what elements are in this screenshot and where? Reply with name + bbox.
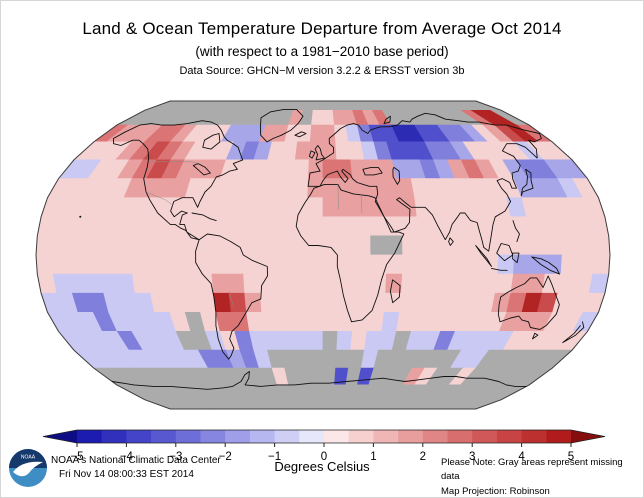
- footer-timestamp: Fri Nov 14 08:00:33 EST 2014: [59, 469, 194, 480]
- svg-text:0: 0: [321, 451, 327, 463]
- data-source-line: Data Source: GHCN−M version 3.2.2 & ERSS…: [179, 65, 465, 77]
- svg-text:4: 4: [518, 451, 525, 463]
- missing-data-note: Please Note: Gray areas represent missin…: [441, 457, 623, 483]
- svg-text:1: 1: [370, 451, 376, 463]
- anomaly-grid-cells: [35, 100, 611, 410]
- noaa-logo: NOAA: [9, 449, 47, 487]
- noaa-logo-text: NOAA: [21, 455, 36, 461]
- svg-text:5: 5: [568, 451, 574, 463]
- svg-text:−5: −5: [70, 451, 83, 463]
- svg-text:−4: −4: [120, 451, 134, 463]
- svg-text:2: 2: [420, 451, 426, 463]
- svg-text:3: 3: [469, 451, 475, 463]
- colorbar-over-arrow: [571, 430, 605, 443]
- colorbar: [42, 429, 606, 444]
- svg-text:−2: −2: [219, 451, 232, 463]
- hawaii-dot: [79, 215, 82, 218]
- noaa-gull-icon: [13, 461, 43, 477]
- footer-notes: Please Note: Gray areas represent missin…: [441, 456, 643, 497]
- country-borders: [146, 161, 363, 307]
- svg-text:−1: −1: [268, 451, 281, 463]
- svg-text:−3: −3: [169, 451, 182, 463]
- footer-org-name: NOAA's National Climatic Data Center: [51, 455, 221, 466]
- map-outline: [35, 100, 611, 410]
- coastlines: [111, 108, 585, 390]
- colorbar-under-arrow: [43, 430, 77, 443]
- colorbar-ticks: −5 −4 −3 −2 −1 0 1 2 3 4 5: [70, 443, 574, 463]
- projection-note: Map Projection: Robinson: [441, 485, 550, 497]
- header: Land & Ocean Temperature Departure from …: [1, 1, 643, 77]
- colorbar-units-label: Degrees Celsius: [274, 459, 370, 474]
- page-title: Land & Ocean Temperature Departure from …: [82, 19, 562, 38]
- base-period-subtitle: (with respect to a 1981−2010 base period…: [195, 44, 449, 59]
